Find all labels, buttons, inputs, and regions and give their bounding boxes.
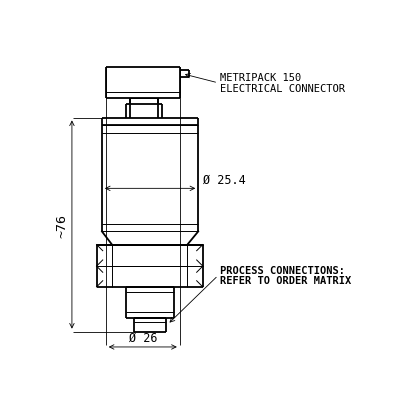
Text: PROCESS CONNECTIONS:: PROCESS CONNECTIONS: (220, 265, 345, 275)
Text: ~76: ~76 (56, 213, 69, 237)
Text: ELECTRICAL CONNECTOR: ELECTRICAL CONNECTOR (220, 84, 345, 94)
Text: METRIPACK 150: METRIPACK 150 (220, 73, 301, 83)
Text: REFER TO ORDER MATRIX: REFER TO ORDER MATRIX (220, 276, 351, 285)
Text: Ø 25.4: Ø 25.4 (203, 173, 246, 187)
Text: Ø 26: Ø 26 (128, 331, 157, 344)
